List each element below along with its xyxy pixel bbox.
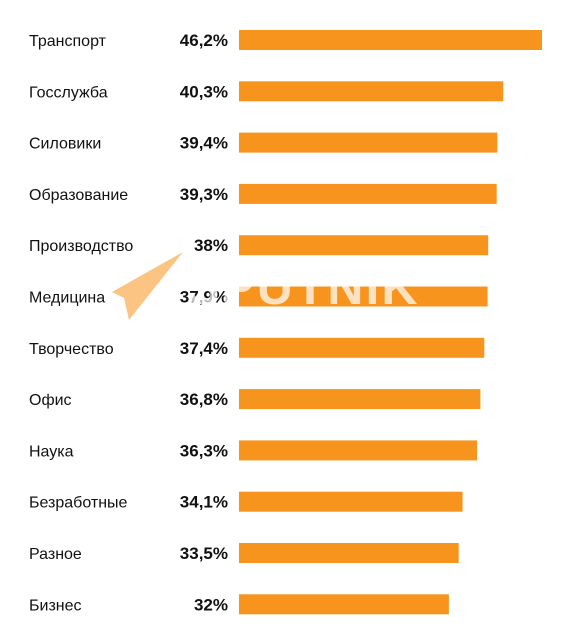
value-label: 36,3% bbox=[180, 441, 228, 460]
value-label: 37,4% bbox=[180, 339, 228, 358]
category-label: Разное bbox=[29, 546, 82, 563]
bar-3 bbox=[239, 132, 498, 153]
bar-5 bbox=[239, 235, 489, 256]
bar-7 bbox=[239, 337, 485, 358]
bar-12 bbox=[239, 594, 449, 615]
labels-layer: Транспорт 46,2% Госслужба 40,3% Силовики 39,4… bbox=[29, 31, 228, 614]
category-label: Силовики bbox=[29, 136, 101, 153]
bar-8 bbox=[239, 389, 481, 410]
watermark-text: SPUTNIK bbox=[186, 259, 419, 315]
category-label: Бизнес bbox=[29, 597, 82, 614]
value-label: 39,4% bbox=[180, 134, 228, 153]
bar-6 bbox=[239, 286, 488, 307]
value-label: 34,1% bbox=[180, 493, 228, 512]
bar-9 bbox=[239, 440, 478, 461]
category-label: Наука bbox=[29, 443, 74, 460]
value-label: 37,9% bbox=[180, 288, 228, 307]
bars-layer bbox=[239, 30, 542, 615]
category-label: Транспорт bbox=[29, 33, 107, 50]
value-label: 40,3% bbox=[180, 82, 228, 101]
category-label: Образование bbox=[29, 187, 128, 204]
value-label: 36,8% bbox=[180, 390, 228, 409]
category-label: Госслужба bbox=[29, 84, 108, 101]
bar-10 bbox=[239, 491, 463, 512]
category-label: Творчество bbox=[29, 341, 114, 358]
category-label: Медицина bbox=[29, 290, 105, 307]
bar-2 bbox=[239, 81, 504, 102]
category-label: Производство bbox=[29, 238, 133, 255]
value-label: 46,2% bbox=[180, 31, 228, 50]
value-label: 38% bbox=[194, 236, 228, 255]
category-label: Офис bbox=[29, 392, 72, 409]
value-label: 39,3% bbox=[180, 185, 228, 204]
sputnik-logo-icon bbox=[112, 252, 183, 320]
bar-11 bbox=[239, 543, 459, 563]
sputnik-watermark: SPUTNIK bbox=[112, 252, 419, 320]
value-label: 32% bbox=[194, 595, 228, 614]
category-label: Безработные bbox=[29, 495, 128, 512]
bar-4 bbox=[239, 183, 497, 204]
value-label: 33,5% bbox=[180, 544, 228, 563]
bar-1 bbox=[239, 30, 542, 50]
